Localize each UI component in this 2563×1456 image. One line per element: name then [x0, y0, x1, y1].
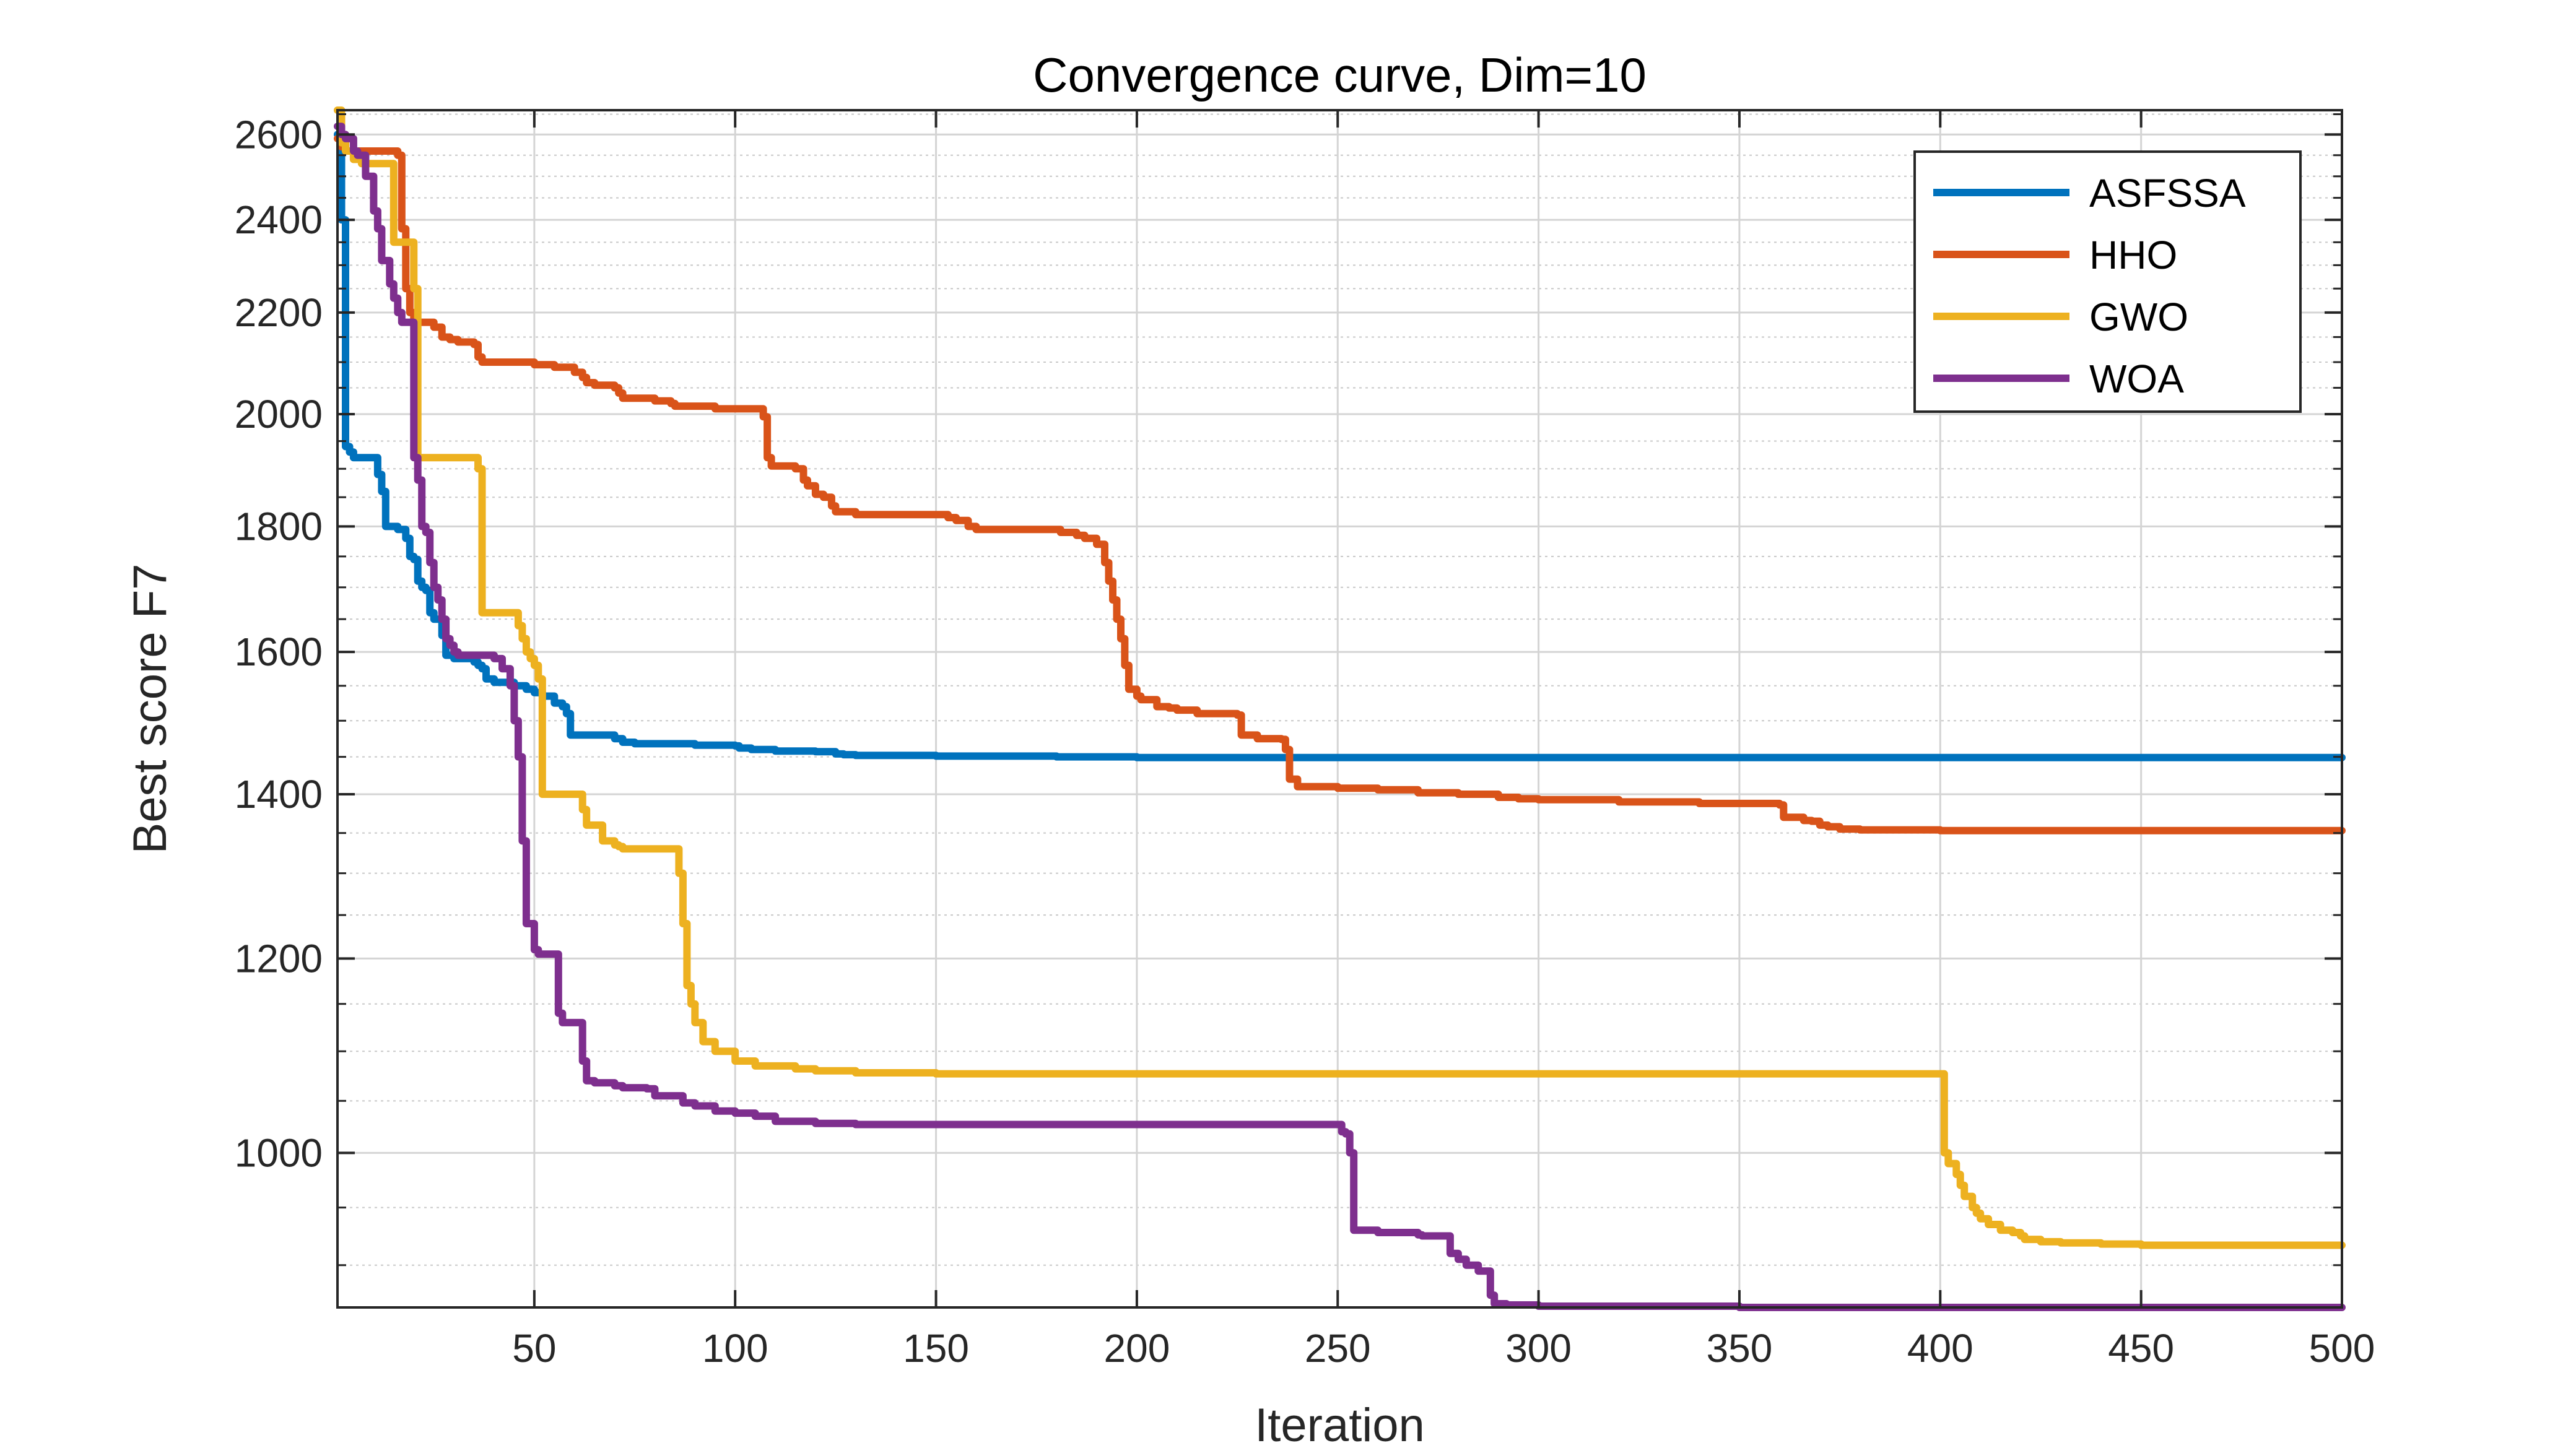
legend: ASFSSA HHO GWO WOA [1913, 150, 2302, 413]
tick-labels: 1000 1200 1400 1600 1800 2000 2200 2400 2600 50 10… [235, 112, 2375, 1371]
x-tick-label: 50 [512, 1326, 556, 1371]
x-tick-label: 400 [1907, 1326, 1973, 1371]
y-tick-label: 1600 [235, 630, 323, 674]
y-tick-label: 2200 [235, 290, 323, 335]
x-tick-label: 150 [903, 1326, 969, 1371]
axis-ticks [337, 110, 2343, 1307]
legend-label-hho: HHO [2089, 233, 2177, 277]
x-tick-label: 500 [2309, 1326, 2375, 1371]
legend-label-woa: WOA [2089, 357, 2184, 401]
y-tick-label: 1400 [235, 772, 323, 817]
y-tick-label: 1200 [235, 936, 323, 981]
series-line-hho [334, 134, 2346, 834]
series-line-asfssa [334, 131, 2346, 761]
x-axis-label: Iteration [1255, 1399, 1425, 1452]
x-tick-label: 250 [1305, 1326, 1371, 1371]
x-tick-label: 450 [2108, 1326, 2174, 1371]
series-line-gwo [334, 106, 2346, 1249]
axes-frame [336, 109, 2343, 1309]
x-tick-label: 200 [1104, 1326, 1170, 1371]
legend-label-asfssa: ASFSSA [2089, 171, 2246, 215]
y-tick-label: 1800 [235, 504, 323, 548]
series-lines [334, 106, 2346, 1311]
chart-title: Convergence curve, Dim=10 [1033, 48, 1647, 102]
y-axis-label: Best score F7 [124, 564, 176, 854]
y-tick-label: 2400 [235, 197, 323, 242]
x-tick-label: 350 [1707, 1326, 1773, 1371]
y-tick-label: 2000 [235, 392, 323, 436]
x-tick-label: 100 [702, 1326, 768, 1371]
series-line-woa [334, 123, 2346, 1311]
legend-label-gwo: GWO [2089, 295, 2188, 339]
x-tick-label: 300 [1505, 1326, 1572, 1371]
y-tick-label: 2600 [235, 112, 323, 157]
y-tick-label: 1000 [235, 1130, 323, 1175]
